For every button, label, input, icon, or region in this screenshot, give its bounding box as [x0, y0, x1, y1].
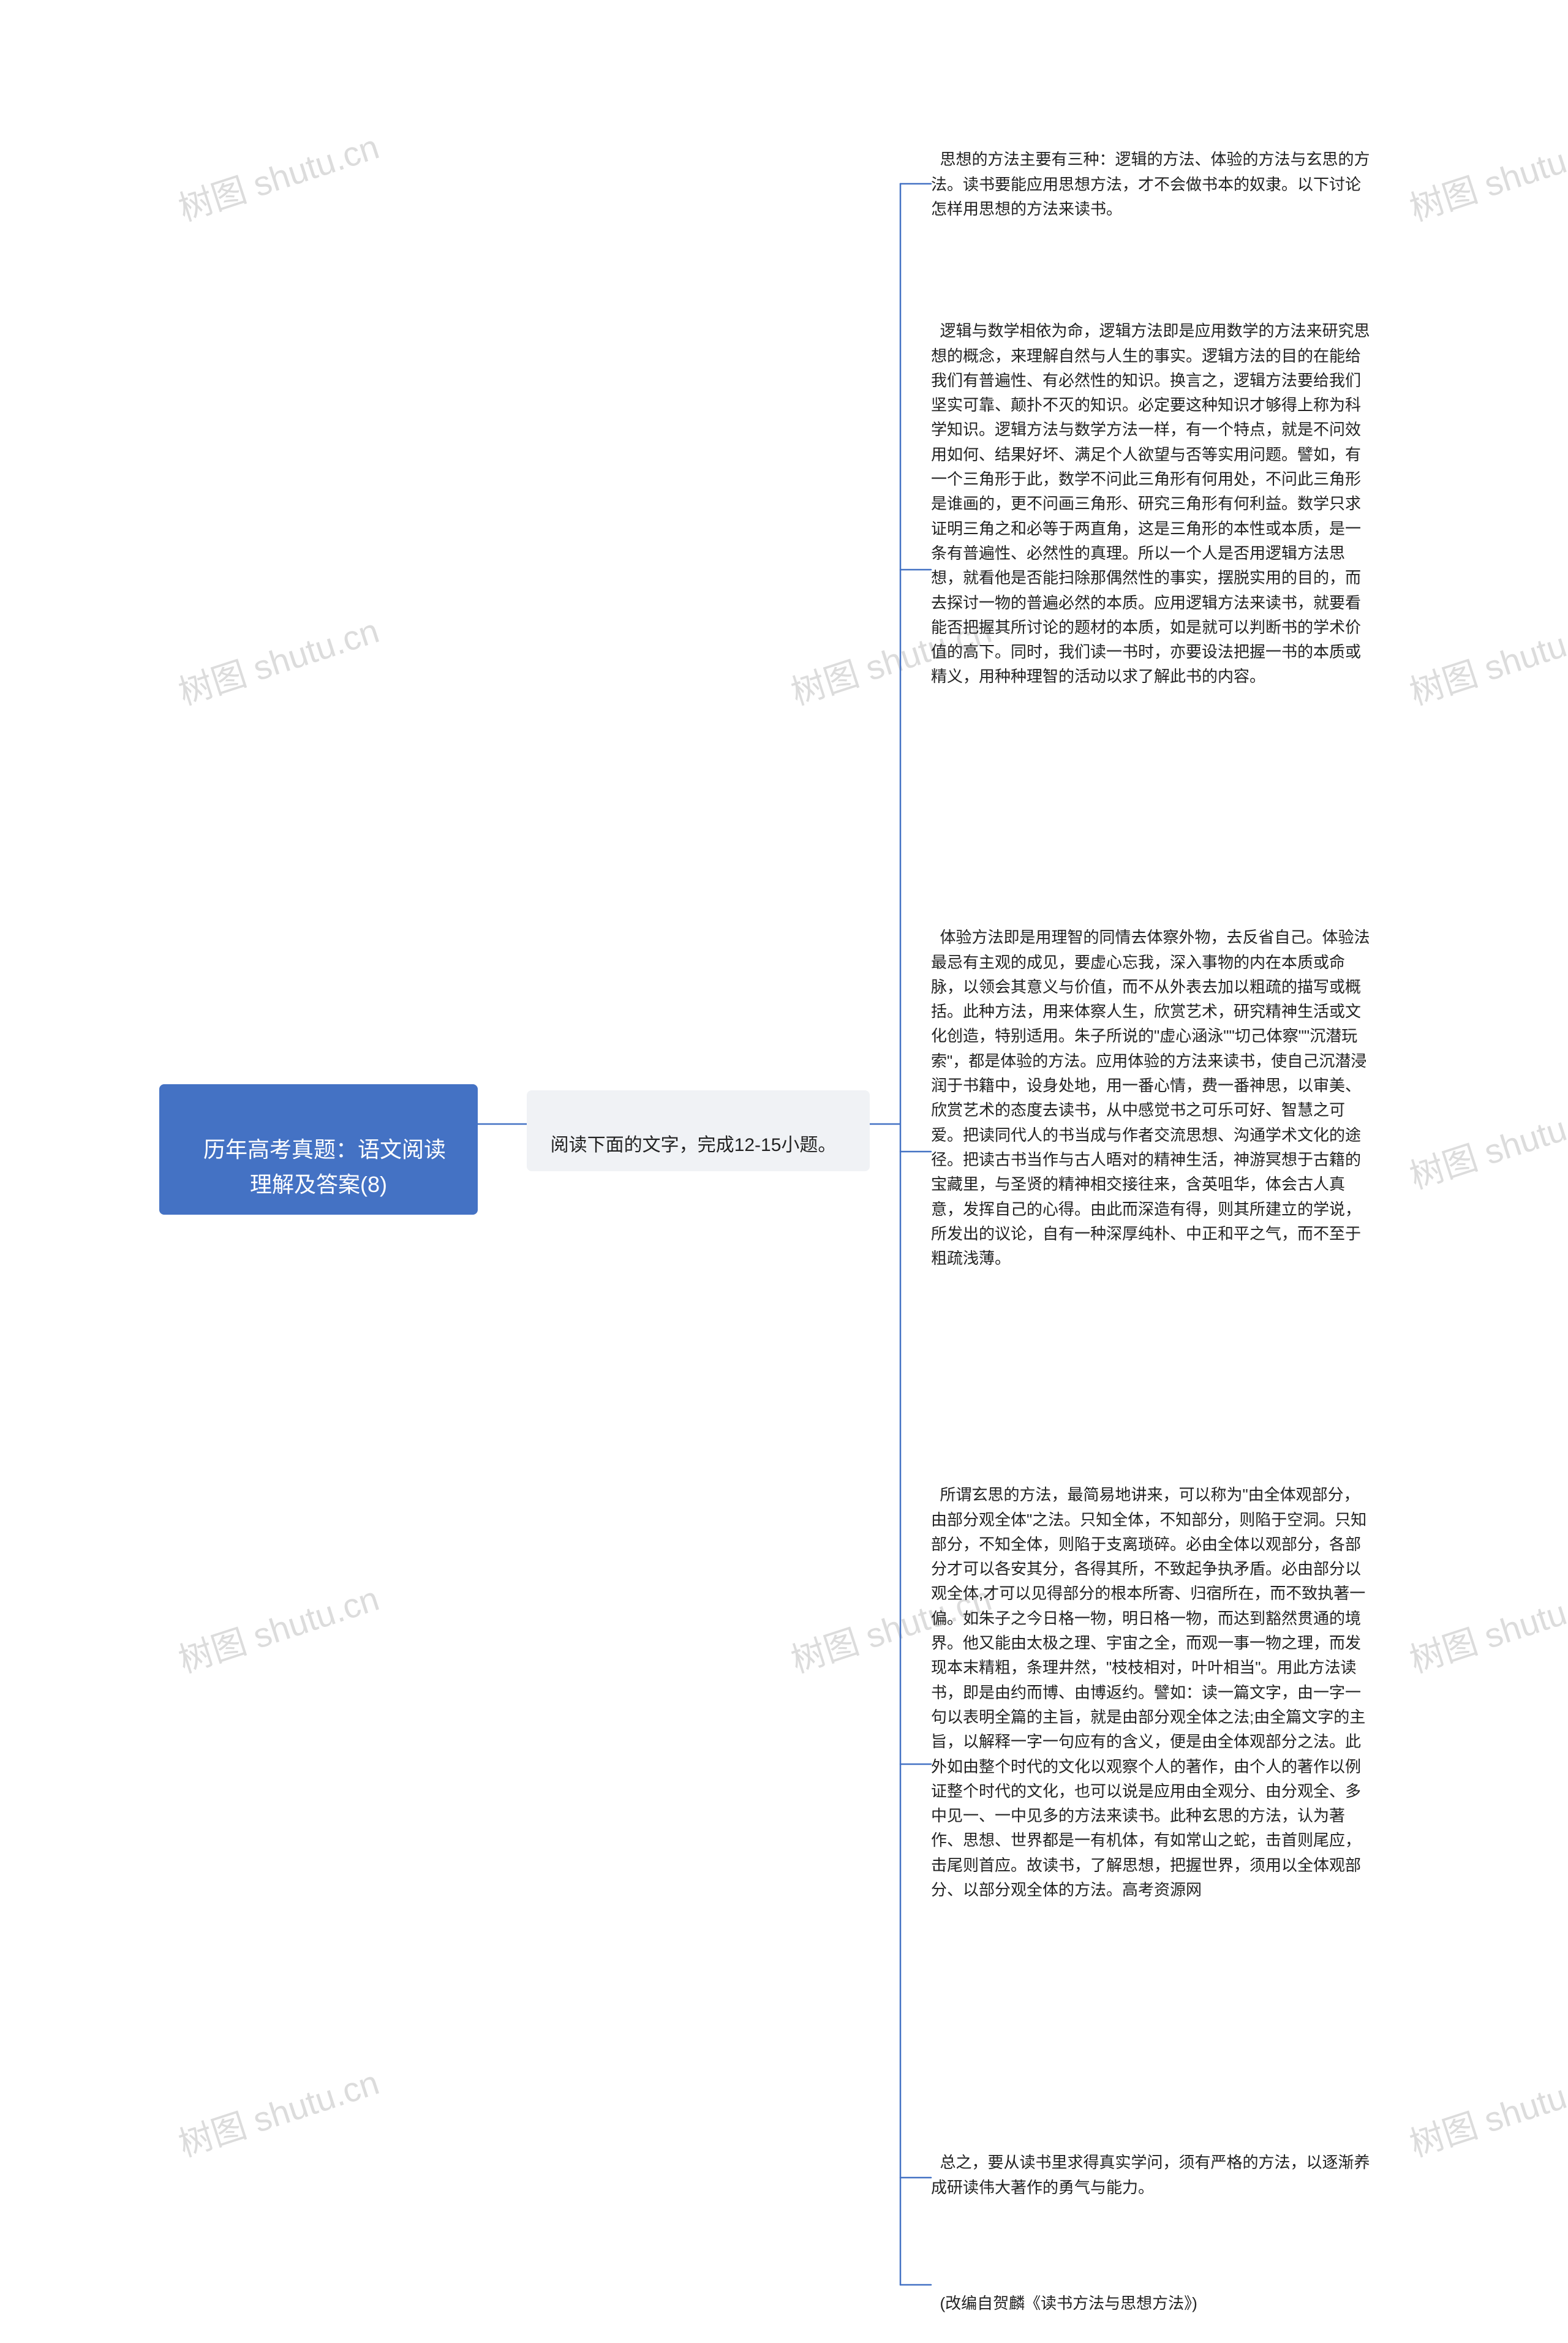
passage-source-citation-text: (改编自贺麟《读书方法与思想方法》)	[940, 2294, 1197, 2312]
passage-paragraph-1: 思想的方法主要有三种：逻辑的方法、体验的方法与玄思的方法。读书要能应用思想方法，…	[931, 123, 1372, 245]
passage-paragraph-4-text: 所谓玄思的方法，最简易地讲来，可以称为"由全体观部分，由部分观全体"之法。只知全…	[931, 1485, 1366, 1899]
question-instruction-text: 阅读下面的文字，完成12-15小题。	[551, 1135, 837, 1155]
passage-paragraph-1-text: 思想的方法主要有三种：逻辑的方法、体验的方法与玄思的方法。读书要能应用思想方法，…	[931, 150, 1370, 218]
watermark: 树图 shutu.cn	[1403, 603, 1568, 715]
watermark: 树图 shutu.cn	[172, 603, 385, 715]
watermark: 树图 shutu.cn	[1403, 1571, 1568, 1683]
watermark: 树图 shutu.cn	[1403, 2055, 1568, 2167]
watermark: 树图 shutu.cn	[1403, 119, 1568, 231]
question-instruction-node: 阅读下面的文字，完成12-15小题。	[527, 1090, 870, 1171]
passage-source-citation: (改编自贺麟《读书方法与思想方法》)	[931, 2266, 1372, 2316]
passage-paragraph-3: 体验方法即是用理智的同情去体察外物，去反省自己。体验法最忌有主观的成见，要虚心忘…	[931, 900, 1372, 1403]
root-node-text: 历年高考真题：语文阅读 理解及答案(8)	[203, 1137, 446, 1198]
passage-paragraph-5-text: 总之，要从读书里求得真实学问，须有严格的方法，以逐渐养成研读伟大著作的勇气与能力…	[931, 2153, 1370, 2196]
passage-paragraph-2-text: 逻辑与数学相依为命，逻辑方法即是应用数学的方法来研究思想的概念，来理解自然与人生…	[931, 322, 1370, 685]
watermark: 树图 shutu.cn	[172, 119, 385, 231]
watermark: 树图 shutu.cn	[1403, 1087, 1568, 1199]
watermark: 树图 shutu.cn	[172, 1571, 385, 1683]
passage-paragraph-4: 所谓玄思的方法，最简易地讲来，可以称为"由全体观部分，由部分观全体"之法。只知全…	[931, 1458, 1372, 2070]
root-node: 历年高考真题：语文阅读 理解及答案(8)	[159, 1084, 478, 1215]
passage-paragraph-2: 逻辑与数学相依为命，逻辑方法即是应用数学的方法来研究思想的概念，来理解自然与人生…	[931, 294, 1372, 845]
passage-paragraph-3-text: 体验方法即是用理智的同情去体察外物，去反省自己。体验法最忌有主观的成见，要虚心忘…	[931, 928, 1370, 1267]
watermark: 树图 shutu.cn	[172, 2055, 385, 2167]
passage-paragraph-5: 总之，要从读书里求得真实学问，须有严格的方法，以逐渐养成研读伟大著作的勇气与能力…	[931, 2126, 1372, 2230]
